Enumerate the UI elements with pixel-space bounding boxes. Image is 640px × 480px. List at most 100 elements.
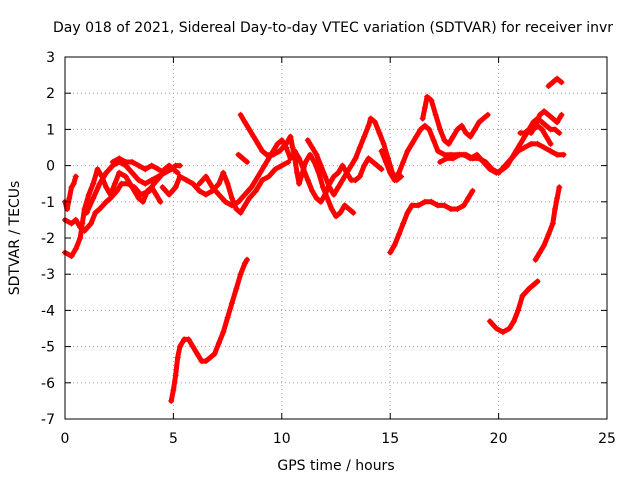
data-point xyxy=(224,314,231,321)
data-point xyxy=(109,159,116,165)
data-point xyxy=(463,130,470,136)
y-tick-label: 1 xyxy=(46,122,55,138)
y-tick-label: -6 xyxy=(41,376,55,392)
data-point xyxy=(432,111,439,118)
data-point xyxy=(341,202,348,209)
data-point xyxy=(549,115,556,122)
data-point xyxy=(476,155,483,162)
data-point xyxy=(116,169,123,176)
data-point xyxy=(408,140,415,147)
data-point xyxy=(274,140,281,147)
x-tick-label: 20 xyxy=(490,431,508,447)
data-point xyxy=(302,159,309,165)
data-point xyxy=(517,140,524,147)
data-point xyxy=(77,235,84,241)
satellite-trace-5 xyxy=(109,155,175,176)
data-point xyxy=(94,166,101,173)
satellite-trace-6-band xyxy=(160,159,291,216)
data-point xyxy=(445,140,452,147)
data-point xyxy=(174,354,181,361)
data-point xyxy=(339,162,346,169)
data-point xyxy=(421,198,428,205)
data-point xyxy=(237,271,244,278)
data-point xyxy=(534,140,541,147)
data-point xyxy=(400,220,407,227)
data-point xyxy=(250,133,257,140)
data-point xyxy=(83,209,90,216)
data-point xyxy=(350,209,357,216)
data-point xyxy=(460,202,467,209)
data-point xyxy=(174,169,181,176)
data-point xyxy=(484,111,491,118)
data-point xyxy=(255,173,261,180)
data-point xyxy=(530,126,537,133)
data-point xyxy=(382,159,389,165)
data-point xyxy=(450,155,457,162)
data-point xyxy=(122,159,129,165)
data-point xyxy=(129,169,136,176)
data-point xyxy=(512,148,519,155)
data-point xyxy=(320,184,326,191)
data-point xyxy=(176,162,183,169)
data-point xyxy=(68,184,75,191)
data-point xyxy=(508,155,515,162)
data-point xyxy=(543,122,550,129)
data-point xyxy=(157,198,164,205)
data-point xyxy=(107,191,114,198)
data-point xyxy=(166,191,173,198)
data-point xyxy=(421,104,428,111)
data-point xyxy=(237,209,244,216)
data-point xyxy=(326,184,333,191)
data-point xyxy=(68,253,75,260)
data-point xyxy=(552,126,558,133)
data-point xyxy=(241,202,248,209)
data-point xyxy=(96,206,103,212)
x-tick-label: 10 xyxy=(273,431,291,447)
data-point xyxy=(261,162,268,169)
satellite-trace-2-band xyxy=(62,166,163,259)
satellite-trace-22 xyxy=(168,256,251,404)
data-point xyxy=(307,151,313,158)
data-point xyxy=(554,195,561,202)
data-point xyxy=(224,180,231,187)
data-point xyxy=(469,187,476,194)
data-point xyxy=(255,140,261,147)
data-point xyxy=(499,166,506,173)
data-point xyxy=(545,231,552,238)
data-point xyxy=(228,195,235,202)
data-point xyxy=(148,177,155,184)
data-point xyxy=(361,162,368,169)
satellite-trace-20-band xyxy=(517,123,554,147)
data-point xyxy=(170,387,177,393)
data-point xyxy=(111,180,118,187)
data-point xyxy=(456,151,463,158)
data-point xyxy=(539,119,545,126)
y-tick-label: -7 xyxy=(41,412,55,428)
data-point xyxy=(228,300,235,307)
data-point xyxy=(313,151,320,158)
data-point xyxy=(495,169,502,176)
data-point xyxy=(556,130,563,136)
data-point xyxy=(335,169,342,176)
data-point xyxy=(140,198,146,205)
data-point xyxy=(215,340,222,346)
data-point xyxy=(391,242,398,249)
data-point xyxy=(239,155,246,162)
y-axis-label: SDTVAR / TECUs xyxy=(7,181,23,296)
data-point xyxy=(450,133,457,140)
data-layer xyxy=(62,75,567,404)
data-point xyxy=(70,180,77,187)
satellite-trace-20 xyxy=(517,122,554,147)
data-point xyxy=(283,140,290,147)
data-point xyxy=(66,195,73,202)
data-point xyxy=(114,187,120,194)
data-point xyxy=(317,198,324,205)
data-point xyxy=(499,329,506,336)
data-point xyxy=(387,169,394,176)
data-point xyxy=(122,173,129,180)
chart-title: Day 018 of 2021, Sidereal Day-to-day VTE… xyxy=(53,20,613,36)
data-point xyxy=(68,220,75,227)
data-point xyxy=(549,79,556,86)
data-point xyxy=(547,148,554,155)
data-point xyxy=(428,198,435,205)
